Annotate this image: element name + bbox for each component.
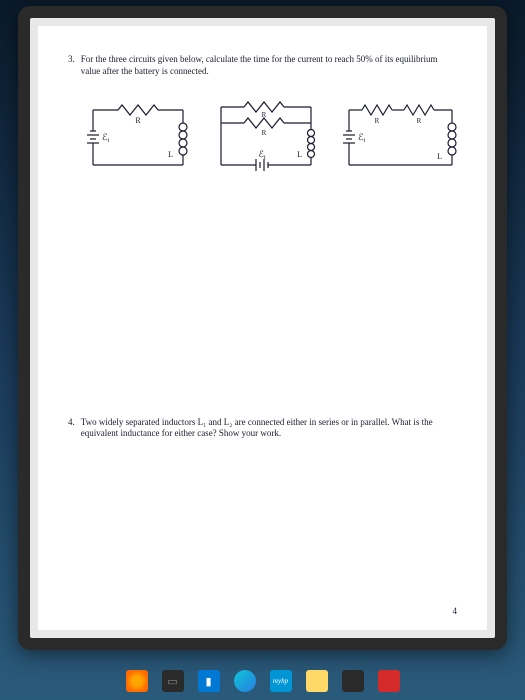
circuit-3: R R L ℰt — [334, 95, 464, 175]
blank-space — [68, 175, 457, 416]
circuit-1: R L ℰt — [78, 95, 198, 175]
folder-icon[interactable] — [306, 670, 328, 692]
page-number: 4 — [453, 606, 458, 616]
svg-text:R: R — [262, 129, 267, 137]
problem-3: 3. For the three circuits given below, c… — [68, 54, 457, 77]
screen-area: 3. For the three circuits given below, c… — [30, 18, 495, 638]
problem-3-text: For the three circuits given below, calc… — [81, 54, 457, 77]
circuit1-r-label: R — [135, 116, 141, 125]
app-icon-2[interactable] — [378, 670, 400, 692]
hp-icon[interactable]: myhp — [270, 670, 292, 692]
edge-icon[interactable] — [234, 670, 256, 692]
app-icon[interactable]: ▮ — [198, 670, 220, 692]
circuit1-e-label: ℰt — [102, 132, 109, 144]
circuit1-l-label: L — [168, 150, 173, 159]
problem-4-text: Two widely separated inductors L₁ and L₂… — [81, 417, 457, 440]
svg-text:L: L — [297, 150, 302, 159]
svg-text:R: R — [375, 117, 380, 125]
blank-space-2 — [68, 450, 457, 610]
problem-4: 4. Two widely separated inductors L₁ and… — [68, 417, 457, 440]
circuit-2: R R L ℰt — [206, 95, 326, 175]
store-icon[interactable] — [342, 670, 364, 692]
svg-text:R: R — [262, 111, 267, 119]
hp-label: myhp — [273, 677, 288, 685]
tablet-frame: 3. For the three circuits given below, c… — [18, 6, 507, 650]
svg-text:ℰt: ℰt — [258, 149, 265, 161]
circuit-row: R L ℰt — [78, 95, 457, 175]
svg-text:ℰt: ℰt — [358, 132, 365, 144]
taskbar: ▭ ▮ myhp — [126, 670, 400, 692]
document-page: 3. For the three circuits given below, c… — [38, 26, 487, 630]
svg-text:R: R — [417, 117, 422, 125]
problem-3-number: 3. — [68, 54, 75, 77]
problem-4-number: 4. — [68, 417, 75, 440]
svg-text:L: L — [437, 152, 442, 161]
task-view-icon[interactable]: ▭ — [162, 670, 184, 692]
diwali-lamp-icon[interactable] — [126, 670, 148, 692]
